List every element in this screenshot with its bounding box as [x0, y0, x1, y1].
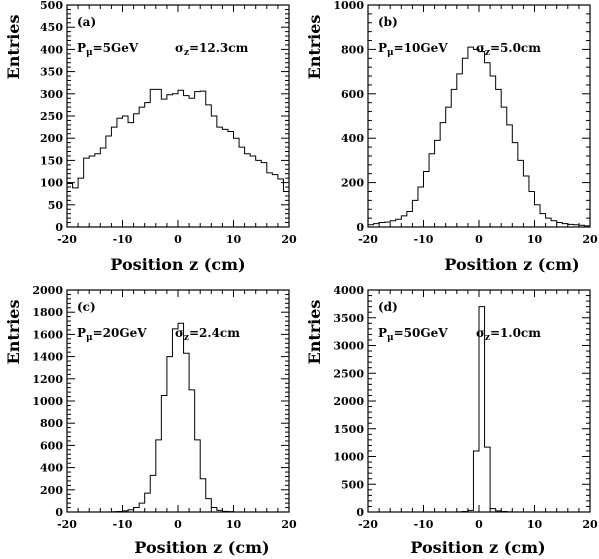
x-tick-label: -10: [113, 518, 133, 531]
y-axis-label: Entries: [305, 300, 324, 365]
y-tick-label: 1800: [32, 306, 63, 319]
x-axis-label: Position z (cm): [134, 538, 269, 557]
sigma-annotation: σz=5.0cm: [476, 41, 541, 58]
y-tick-label: 1400: [32, 351, 63, 364]
y-tick-label: 200: [40, 484, 63, 497]
histogram-line: [367, 46, 591, 227]
x-tick-label: 20: [281, 518, 297, 531]
y-tick-label: 800: [341, 43, 364, 56]
y-tick-label: 600: [341, 88, 364, 101]
y-tick-label: 0: [356, 221, 364, 234]
x-tick-label: 10: [527, 518, 543, 531]
y-tick-label: 3500: [333, 312, 364, 325]
y-tick-label: 450: [40, 21, 63, 34]
y-tick-label: 600: [40, 439, 63, 452]
y-tick-label: 400: [40, 43, 63, 56]
plot-frame: [367, 4, 591, 228]
histogram-line: [66, 88, 290, 227]
y-tick-label: 0: [55, 221, 63, 234]
y-axis-label: Entries: [4, 15, 23, 80]
y-tick-label: 50: [48, 199, 64, 212]
x-tick-label: -20: [358, 518, 378, 531]
x-tick-label: 0: [174, 233, 182, 246]
y-tick-label: 300: [40, 88, 63, 101]
y-tick-label: 0: [356, 506, 364, 519]
y-tick-label: 200: [40, 132, 63, 145]
y-tick-label: 250: [40, 110, 63, 123]
panel-tag: (d): [378, 300, 398, 314]
y-tick-label: 400: [341, 132, 364, 145]
y-tick-label: 150: [40, 154, 63, 167]
y-tick-label: 4000: [333, 284, 364, 297]
histogram-line: [67, 322, 289, 513]
sigma-annotation: σz=12.3cm: [175, 41, 249, 58]
x-tick-label: 0: [174, 518, 182, 531]
y-tick-label: 1000: [333, 451, 364, 464]
panel-tag: (c): [77, 300, 96, 314]
x-tick-label: -10: [414, 518, 434, 531]
y-tick-label: 3000: [333, 340, 364, 353]
y-tick-label: 1200: [32, 373, 63, 386]
y-tick-label: 1600: [32, 328, 63, 341]
y-tick-label: 0: [55, 506, 63, 519]
sigma-annotation: σz=1.0cm: [476, 326, 541, 343]
panel-c: -20 -10 0 10 2002004006008001000120014001600…: [4, 284, 297, 557]
x-tick-label: 0: [475, 233, 483, 246]
y-tick-label: 1000: [32, 395, 63, 408]
y-tick-label: 400: [40, 462, 63, 475]
y-tick-label: 800: [40, 417, 63, 430]
y-axis-label: Entries: [4, 300, 23, 365]
y-tick-label: 1500: [333, 423, 364, 436]
y-axis-label: Entries: [305, 15, 324, 80]
momentum-annotation: Pμ=5GeV: [77, 41, 139, 58]
x-tick-label: 0: [475, 518, 483, 531]
panel-d: -20 -10 0 10 20 0 500 1000 1500 2000 2500 3000 3500 4…: [305, 284, 598, 557]
x-tick-label: 10: [226, 233, 242, 246]
y-tick-label: 200: [341, 177, 364, 190]
y-tick-label: 2000: [32, 284, 63, 297]
histogram-line: [368, 306, 590, 513]
y-tick-label: 500: [40, 0, 63, 12]
plot-frame: [66, 4, 290, 228]
x-axis-label: Position z (cm): [410, 538, 545, 557]
x-tick-label: 10: [527, 233, 543, 246]
sigma-annotation: σz=2.4cm: [175, 326, 240, 343]
x-tick-label: -20: [57, 518, 77, 531]
momentum-annotation: Pμ=20GeV: [77, 326, 147, 343]
x-tick-label: -10: [414, 233, 434, 246]
y-tick-label: 350: [40, 66, 63, 79]
x-tick-label: 20: [582, 233, 598, 246]
momentum-annotation: Pμ=50GeV: [378, 326, 448, 343]
x-tick-label: 10: [226, 518, 242, 531]
x-tick-label: -20: [57, 233, 77, 246]
panel-a: -20 -10 0 10 2005010015020025030035040045050…: [4, 0, 297, 274]
y-tick-label: 100: [40, 177, 63, 190]
y-tick-label: 1000: [333, 0, 364, 12]
y-tick-label: 2500: [333, 367, 364, 380]
x-tick-label: -20: [358, 233, 378, 246]
panel-tag: (a): [77, 15, 96, 29]
x-axis-label: Position z (cm): [110, 255, 245, 274]
momentum-annotation: Pμ=10GeV: [378, 41, 448, 58]
y-tick-label: 2000: [333, 395, 364, 408]
x-tick-label: 20: [281, 233, 297, 246]
x-tick-label: -10: [113, 233, 133, 246]
x-tick-label: 20: [582, 518, 598, 531]
x-axis-label: Position z (cm): [444, 255, 579, 274]
y-tick-label: 500: [341, 478, 364, 491]
panel-tag: (b): [378, 15, 398, 29]
